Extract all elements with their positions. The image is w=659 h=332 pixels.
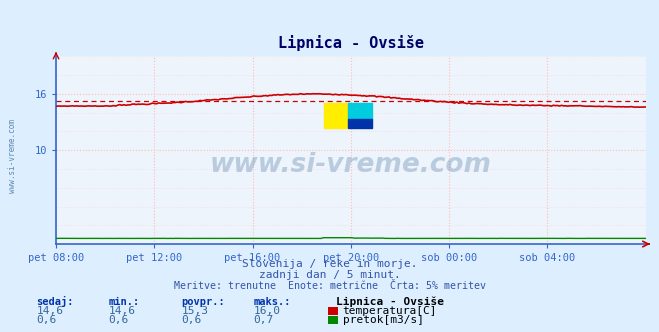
Text: sedaj:: sedaj: — [36, 296, 74, 307]
Text: Slovenija / reke in morje.: Slovenija / reke in morje. — [242, 259, 417, 269]
Text: 15,3: 15,3 — [181, 306, 208, 316]
Text: temperatura[C]: temperatura[C] — [343, 306, 437, 316]
Text: 0,6: 0,6 — [181, 315, 202, 325]
Text: www.si-vreme.com: www.si-vreme.com — [8, 119, 17, 193]
Text: povpr.:: povpr.: — [181, 297, 225, 307]
Text: 0,6: 0,6 — [109, 315, 129, 325]
Text: Lipnica - Ovsiše: Lipnica - Ovsiše — [336, 296, 444, 307]
Title: Lipnica - Ovsiše: Lipnica - Ovsiše — [278, 35, 424, 51]
Text: pretok[m3/s]: pretok[m3/s] — [343, 315, 424, 325]
Text: 14,6: 14,6 — [36, 306, 63, 316]
Text: 0,7: 0,7 — [254, 315, 274, 325]
Text: 0,6: 0,6 — [36, 315, 57, 325]
Text: zadnji dan / 5 minut.: zadnji dan / 5 minut. — [258, 270, 401, 280]
Text: min.:: min.: — [109, 297, 140, 307]
Bar — [348, 119, 372, 128]
Text: 14,6: 14,6 — [109, 306, 136, 316]
Text: maks.:: maks.: — [254, 297, 291, 307]
Text: 16,0: 16,0 — [254, 306, 281, 316]
Text: Meritve: trenutne  Enote: metrične  Črta: 5% meritev: Meritve: trenutne Enote: metrične Črta: … — [173, 281, 486, 290]
Bar — [348, 103, 372, 119]
Bar — [324, 103, 348, 128]
Text: www.si-vreme.com: www.si-vreme.com — [210, 152, 492, 178]
